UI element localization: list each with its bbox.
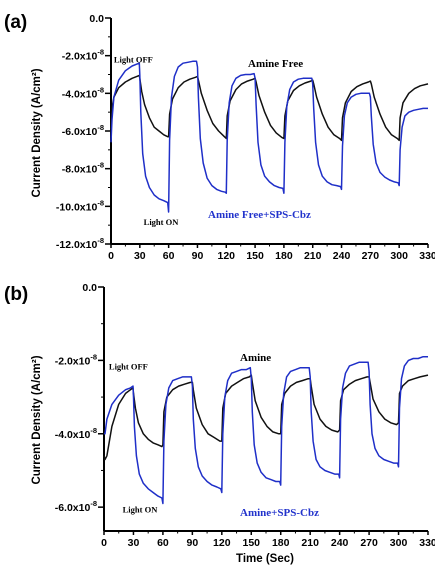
panel-a-annotation: Light ON	[144, 217, 180, 227]
panel-a-x-tick-label: 0	[108, 250, 114, 262]
panel-b-series-0-line	[103, 374, 429, 461]
panel-b-x-tick-label: 270	[360, 537, 378, 549]
panel-b-series-0-label: Amine	[240, 352, 271, 364]
panel-b-x-tick-label: 330	[419, 537, 435, 549]
panel-b-x-tick-label: 210	[301, 537, 319, 549]
panel-b-x-tick-label: 180	[272, 537, 290, 549]
panel-b-y-tick-label: -4.0x10-8	[55, 426, 97, 441]
panel-a-y-tick-label: -2.0x10-8	[62, 48, 104, 63]
panel-b-x-tick-label: 240	[331, 537, 349, 549]
panel-b-y-tick-label: -6.0x10-8	[55, 499, 97, 514]
panel-a-x-tick-label: 30	[134, 250, 146, 262]
panel-a-y-tick-text: -4.0x10	[62, 88, 98, 100]
panel-b-y-tick-text: -2.0x10	[55, 355, 91, 367]
panel-a-x-tick-label: 180	[275, 250, 293, 262]
panel-b-y-tick-exponent: -8	[90, 499, 97, 508]
panel-a-y-tick-label: -6.0x10-8	[62, 123, 104, 138]
panel-b-x-tick-label: 90	[187, 537, 199, 549]
panel-b-y-tick-text: -4.0x10	[55, 429, 91, 441]
panel-a-x-tick-label: 210	[304, 250, 322, 262]
panel-a-y-tick-exponent: -8	[97, 198, 104, 207]
panel-b-x-tick-label: 300	[390, 537, 408, 549]
panel-a-x-tick-label: 300	[390, 250, 408, 262]
panel-a-x-tick-label: 330	[419, 250, 435, 262]
panel-a-y-tick-text: -6.0x10	[62, 126, 98, 138]
panel-a-y-tick-text: -2.0x10	[62, 51, 98, 63]
panel-b-annotation: Light OFF	[109, 362, 148, 372]
panel-a-y-tick-exponent: -8	[97, 161, 104, 170]
panel-a-y-tick-label: 0.0	[89, 13, 104, 25]
panel-a-x-tick-label: 240	[333, 250, 351, 262]
panel-b-y-tick-exponent: -8	[90, 426, 97, 435]
panel-a-y-tick-label: -4.0x10-8	[62, 85, 104, 100]
panel-a-y-tick-text: 0.0	[89, 13, 104, 25]
panel-a-y-tick-exponent: -8	[97, 236, 104, 245]
panel-a-annotation: Light OFF	[114, 54, 153, 64]
panel-b-y-tick-exponent: -8	[90, 352, 97, 361]
panel-b-label: (b)	[4, 284, 28, 305]
panel-a-y-tick-text: -10.0x10	[56, 201, 98, 213]
panel-a-x-tick-label: 270	[362, 250, 380, 262]
panel-b-annotation: Light ON	[123, 505, 159, 515]
panel-a-y-axis-title: Current Density (A/cm²)	[31, 68, 43, 197]
panel-b-x-tick-label: 0	[101, 537, 107, 549]
panel-b-y-tick-text: -6.0x10	[55, 502, 91, 514]
panel-a-y-tick-text: -8.0x10	[62, 164, 98, 176]
panel-a-y-tick-exponent: -8	[97, 48, 104, 57]
panel-a-y-tick-text: -12.0x10	[56, 239, 98, 251]
panel-a-x-tick-label: 90	[192, 250, 204, 262]
panel-b-series-1-label: Amine+SPS-Cbz	[240, 507, 319, 519]
panel-b: (b) 0 30 60 90 120 150 180 210 240 270 300 330 0.0 -2.…	[4, 282, 435, 565]
panel-b-x-axis-title: Time (Sec)	[236, 553, 294, 565]
panel-a-y-tick-exponent: -8	[97, 85, 104, 94]
panel-a-x-tick-label: 60	[163, 250, 175, 262]
panel-b-x-tick-label: 30	[128, 537, 140, 549]
panel-a-series-1-line	[110, 60, 428, 213]
panel-b-y-tick-label: -2.0x10-8	[55, 352, 97, 367]
panel-b-y-axis-title: Current Density (A/cm²)	[31, 355, 43, 484]
panel-b-series-1-line	[104, 355, 428, 505]
panel-a-series-0-line	[110, 74, 429, 142]
panel-b-y-tick-label: 0.0	[82, 282, 97, 294]
panel-a-y-tick-exponent: -8	[97, 123, 104, 132]
panel-a-y-tick-label: -12.0x10-8	[56, 236, 104, 251]
panel-a-series-0-label: Amine Free	[248, 58, 303, 70]
panel-b-y-tick-text: 0.0	[82, 282, 97, 294]
panel-b-x-tick-label: 150	[243, 537, 261, 549]
panel-a-x-tick-label: 150	[246, 250, 264, 262]
panel-a-label: (a)	[4, 12, 27, 33]
panel-a-y-tick-label: -8.0x10-8	[62, 161, 104, 176]
panel-b-x-tick-label: 120	[213, 537, 231, 549]
panel-b-x-tick-label: 60	[157, 537, 169, 549]
panel-a-x-tick-label: 120	[218, 250, 236, 262]
panel-a: (a) 0 30 60 90 120 150 180 210 240 270 300 330 0.0 -2.…	[4, 12, 435, 262]
panel-a-y-tick-label: -10.0x10-8	[56, 198, 104, 213]
panel-a-series-1-label: Amine Free+SPS-Cbz	[208, 209, 311, 221]
